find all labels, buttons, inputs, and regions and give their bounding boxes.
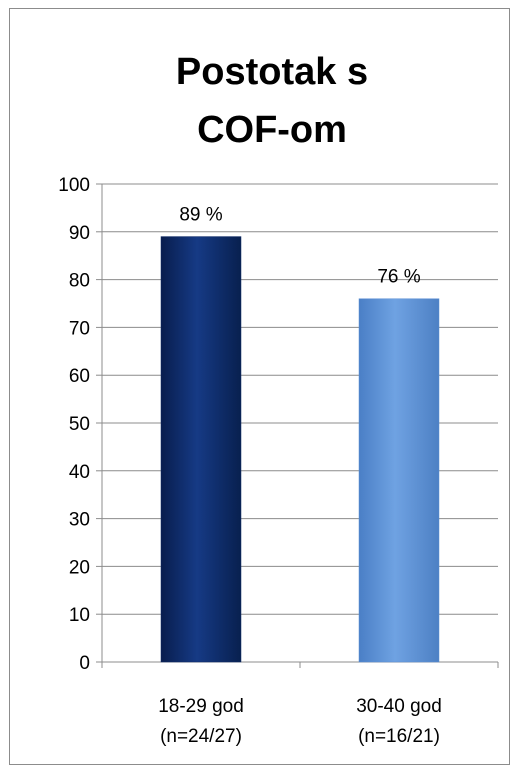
data-label: 89 % [179, 205, 222, 226]
y-tick-label: 100 [58, 175, 90, 196]
y-tick-label: 10 [69, 605, 90, 626]
x-tick-label: (n=16/21) [358, 726, 440, 747]
y-tick-label: 70 [69, 318, 90, 339]
y-tick-label: 0 [79, 653, 90, 674]
y-tick-label: 20 [69, 557, 90, 578]
y-tick-label: 60 [69, 366, 90, 387]
chart-title-line-1: Postotak s [176, 51, 368, 93]
x-tick-label: 18-29 god [158, 696, 244, 717]
bar [358, 298, 440, 663]
y-tick-label: 50 [69, 414, 90, 435]
x-tick-label: 30-40 god [356, 696, 442, 717]
y-tick-label: 90 [69, 223, 90, 244]
y-tick-label: 40 [69, 462, 90, 483]
x-tick-label: (n=24/27) [160, 726, 242, 747]
data-label: 76 % [377, 267, 420, 288]
chart-title-line-2: COF-om [197, 109, 347, 151]
bar [160, 236, 242, 663]
y-tick-label: 80 [69, 271, 90, 292]
y-tick-label: 30 [69, 510, 90, 531]
